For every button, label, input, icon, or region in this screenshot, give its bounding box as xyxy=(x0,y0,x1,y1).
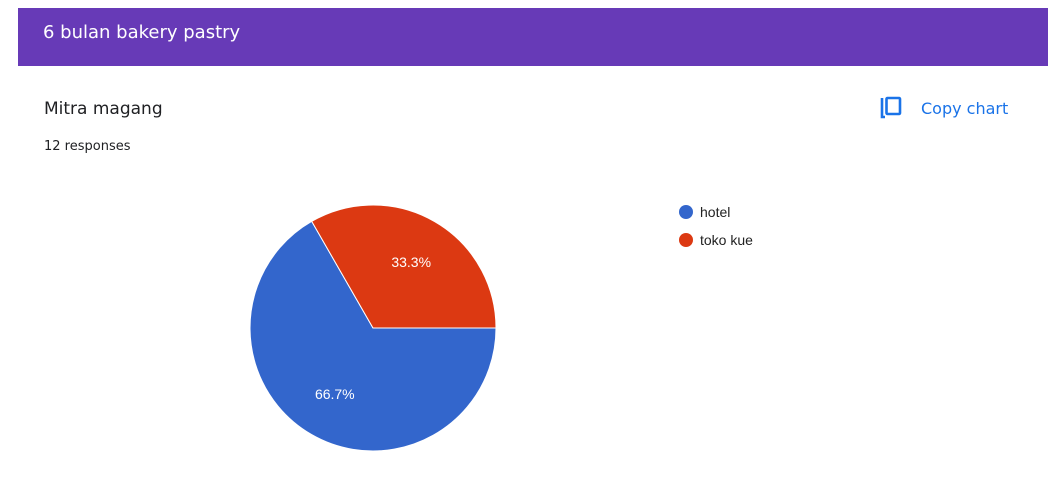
legend-item[interactable]: toko kue xyxy=(679,232,753,248)
legend-label: toko kue xyxy=(700,232,753,248)
copy-icon xyxy=(878,95,904,121)
slice-percentage-label: 66.7% xyxy=(315,386,355,402)
question-title: Mitra magang xyxy=(44,99,163,119)
legend-item[interactable]: hotel xyxy=(679,204,730,220)
slice-percentage-label: 33.3% xyxy=(391,254,431,270)
form-header-bar: 6 bulan bakery pastry xyxy=(18,8,1048,66)
copy-chart-label: Copy chart xyxy=(921,98,1009,118)
response-count: 12 responses xyxy=(44,139,131,154)
copy-chart-button[interactable]: Copy chart xyxy=(878,92,1008,124)
pie-slice-hotel[interactable] xyxy=(249,220,497,452)
legend-label: hotel xyxy=(700,204,730,220)
form-title: 6 bulan bakery pastry xyxy=(43,22,241,43)
legend-swatch xyxy=(679,233,693,247)
pie-slice-toko-kue[interactable] xyxy=(311,204,497,329)
legend-swatch xyxy=(679,205,693,219)
